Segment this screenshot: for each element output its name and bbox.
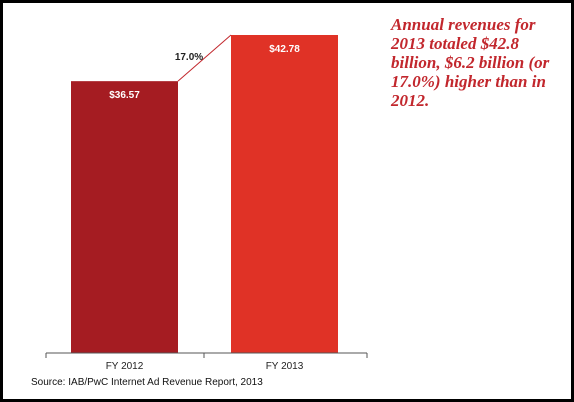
growth-connector-line (177, 34, 232, 82)
bar-fy-2012 (71, 81, 178, 354)
x-tick-label: FY 2013 (266, 361, 304, 372)
bar-value-label: $36.57 (109, 90, 140, 101)
x-axis: FY 2012 FY 2013 (45, 352, 368, 372)
source-note: Source: IAB/PwC Internet Ad Revenue Repo… (31, 377, 263, 388)
bar-chart: $36.57 $42.78 17.0% FY 2012 FY 2013 (45, 34, 368, 372)
bar-value-label: $42.78 (269, 44, 300, 55)
x-tick-label: FY 2012 (106, 361, 144, 372)
bar-fy-2013 (231, 35, 338, 353)
bars-layer: $36.57 $42.78 17.0% (71, 34, 338, 354)
growth-percent-label: 17.0% (175, 52, 203, 63)
callout-text: Annual revenues for 2013 totaled $42.8 b… (391, 15, 550, 110)
